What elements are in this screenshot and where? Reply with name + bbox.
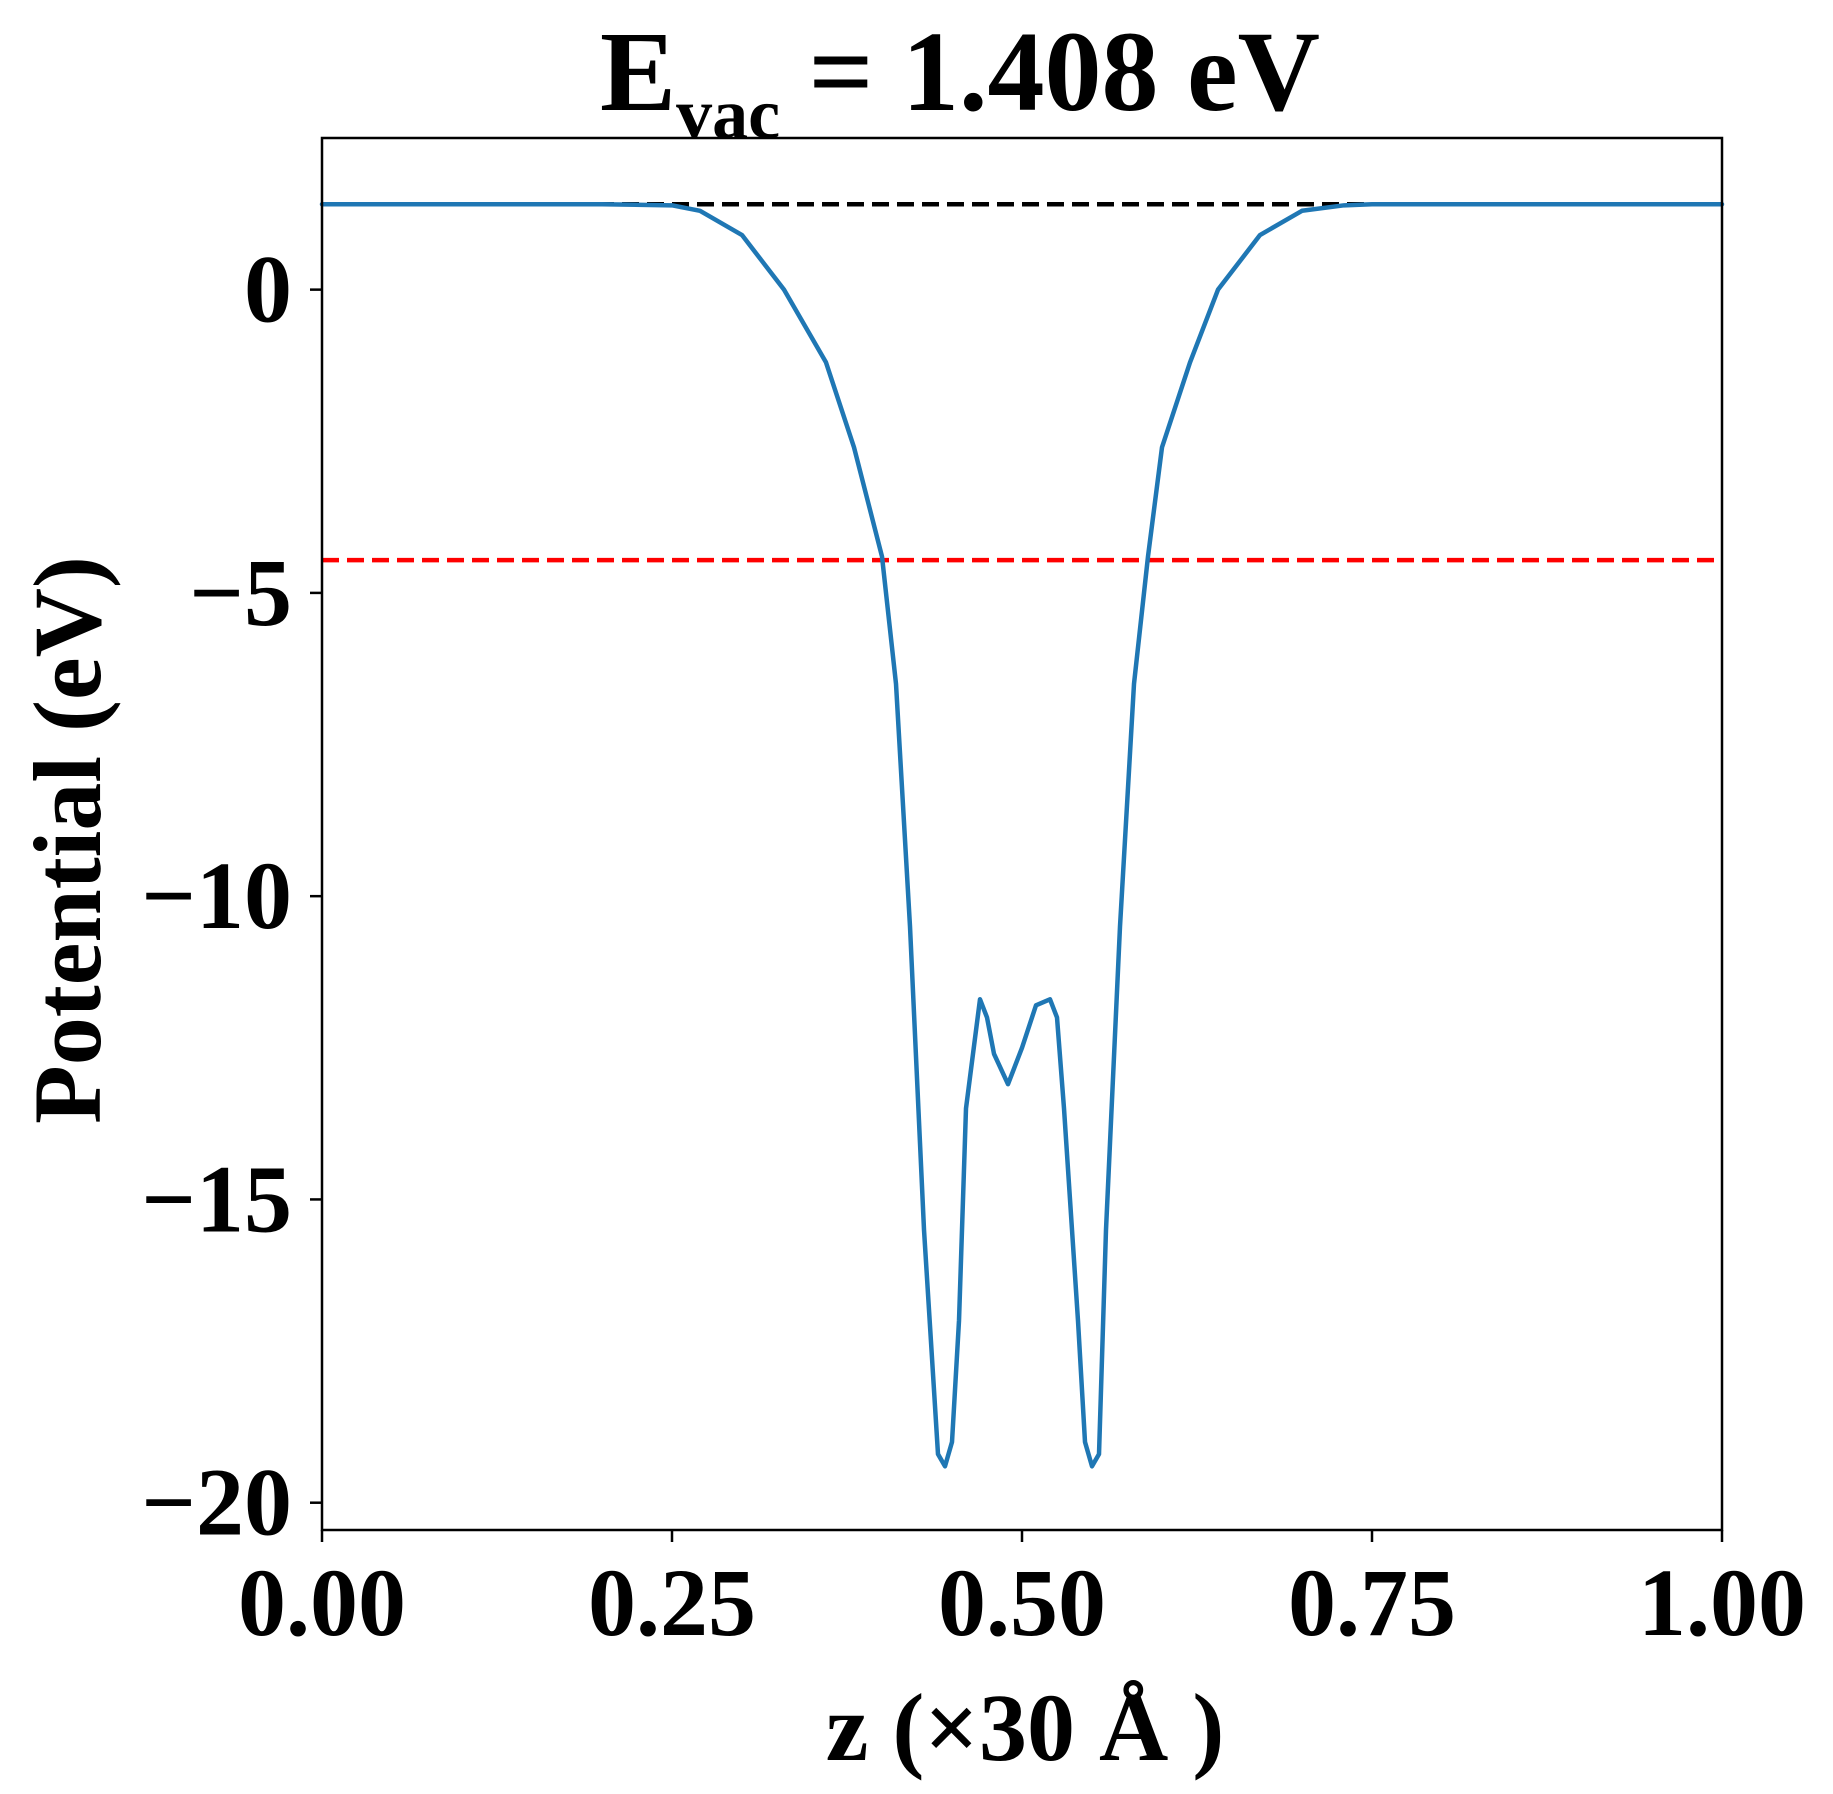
y-axis-label: Potential (eV)	[14, 556, 121, 1124]
x-tick-label: 0.75	[1288, 1549, 1456, 1656]
chart-title-main: E	[600, 8, 676, 135]
x-tick-label: 0.25	[588, 1549, 756, 1656]
chart-title: Evac = 1.408 eV	[600, 8, 1320, 154]
axes-frame	[320, 136, 1724, 1532]
reference-lines	[322, 201, 1722, 563]
x-ticks: 0.00 0.25 0.50 0.75 1.00	[238, 1530, 1806, 1656]
y-ticks: 0 −5 −10 −15 −20	[141, 236, 322, 1556]
series-group	[319, 201, 1725, 1469]
y-tick-label: 0	[244, 236, 292, 343]
plot-frame	[320, 136, 1724, 1532]
y-tick-label: −10	[141, 842, 292, 949]
y-tick-label: −15	[141, 1145, 292, 1252]
y-tick-label: −20	[141, 1449, 292, 1556]
x-tick-label: 0.50	[938, 1549, 1106, 1656]
x-tick-label: 0.00	[238, 1549, 406, 1656]
series-line-0	[319, 201, 1725, 1469]
x-axis-label: z (×30 Å )	[826, 1674, 1225, 1781]
chart-title-subscript: vac	[676, 74, 780, 154]
chart-title-rest: = 1.408 eV	[780, 8, 1320, 135]
x-tick-label: 1.00	[1638, 1549, 1806, 1656]
y-tick-label: −5	[189, 539, 292, 646]
